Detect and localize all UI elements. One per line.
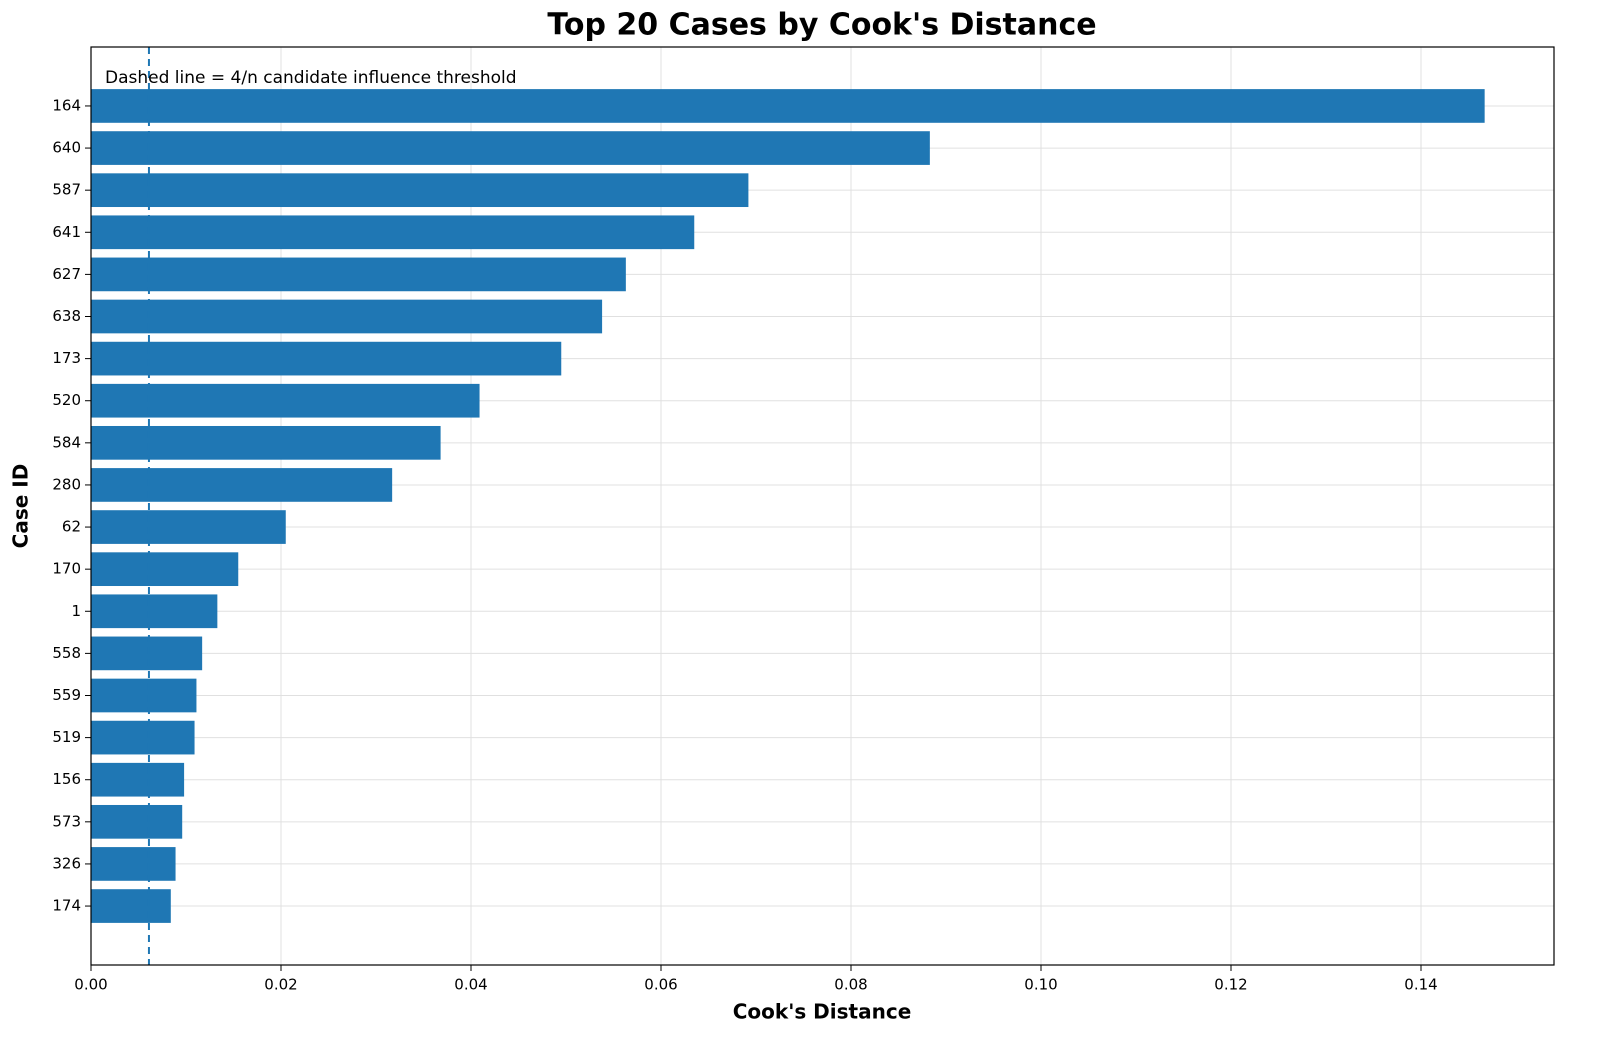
bar	[91, 341, 562, 376]
bar	[91, 847, 176, 881]
y-tick-label: 520	[52, 391, 81, 409]
y-tick-label: 164	[52, 96, 81, 114]
plot-frame	[90, 46, 1555, 966]
y-tick-label: 558	[52, 644, 81, 662]
x-axis-label: Cook's Distance	[733, 1000, 912, 1024]
x-tick-label: 0.14	[1404, 976, 1437, 994]
bar	[91, 636, 203, 671]
bar	[91, 552, 239, 587]
bar	[91, 678, 197, 713]
y-tick-label: 584	[52, 433, 81, 451]
bar	[91, 383, 480, 418]
x-tick-label: 0.08	[834, 976, 867, 994]
chart-title: Top 20 Cases by Cook's Distance	[547, 8, 1096, 43]
bar	[91, 173, 749, 208]
x-tick-label: 0.00	[74, 976, 107, 994]
bar	[91, 510, 286, 544]
y-tick-label: 280	[52, 475, 81, 493]
y-tick-label: 1	[71, 602, 81, 620]
y-tick-label: 640	[52, 139, 81, 157]
y-tick-label: 638	[52, 307, 81, 325]
y-tick-label: 326	[52, 854, 81, 872]
y-tick-label: 627	[52, 265, 81, 283]
bar	[91, 299, 603, 334]
y-axis-label: Case ID	[9, 464, 33, 549]
y-tick-label: 173	[52, 349, 81, 367]
y-tick-label: 587	[52, 181, 81, 199]
bar	[91, 720, 195, 755]
x-tick-label: 0.04	[454, 976, 487, 994]
y-tick-label: 156	[52, 770, 81, 788]
bar	[91, 889, 171, 923]
y-tick-label: 573	[52, 812, 81, 830]
y-tick-label: 174	[52, 897, 81, 915]
bar	[91, 215, 695, 250]
x-tick-label: 0.02	[264, 976, 297, 994]
y-tick-label: 170	[52, 560, 81, 578]
bar	[91, 257, 626, 292]
bar	[91, 468, 393, 502]
bar	[91, 762, 185, 797]
bar	[91, 425, 441, 460]
x-tick-label: 0.12	[1214, 976, 1247, 994]
bar	[91, 131, 930, 165]
x-tick-label: 0.10	[1024, 976, 1057, 994]
bar	[91, 89, 1485, 123]
bar	[91, 594, 218, 629]
x-tick-label: 0.06	[644, 976, 677, 994]
annotation: Dashed line = 4/n candidate influence th…	[105, 68, 517, 88]
y-tick-label: 519	[52, 728, 81, 746]
bar	[91, 804, 183, 839]
y-tick-label: 559	[52, 686, 81, 704]
y-tick-label: 62	[62, 518, 81, 536]
y-tick-label: 641	[52, 223, 81, 241]
